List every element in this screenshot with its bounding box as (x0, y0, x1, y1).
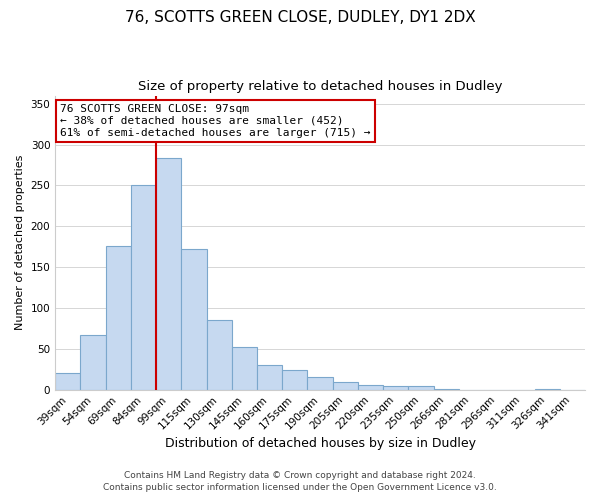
Bar (181, 249, 206, 390)
Bar (332, 382, 358, 390)
Bar (156, 158, 181, 390)
Text: 76, SCOTTS GREEN CLOSE, DUDLEY, DY1 2DX: 76, SCOTTS GREEN CLOSE, DUDLEY, DY1 2DX (125, 10, 475, 25)
Bar (55, 374, 80, 390)
X-axis label: Distribution of detached houses by size in Dudley: Distribution of detached houses by size … (164, 437, 476, 450)
Bar (257, 365, 282, 390)
Bar (80, 335, 106, 390)
Text: Contains HM Land Registry data © Crown copyright and database right 2024.
Contai: Contains HM Land Registry data © Crown c… (103, 471, 497, 492)
Title: Size of property relative to detached houses in Dudley: Size of property relative to detached ho… (138, 80, 502, 93)
Bar (232, 347, 257, 390)
Y-axis label: Number of detached properties: Number of detached properties (15, 155, 25, 330)
Bar (206, 320, 232, 390)
Bar (409, 386, 434, 390)
Bar (131, 186, 156, 390)
Bar (282, 370, 307, 390)
Bar (307, 376, 332, 390)
Bar (434, 389, 459, 390)
Text: 76 SCOTTS GREEN CLOSE: 97sqm
← 38% of detached houses are smaller (452)
61% of s: 76 SCOTTS GREEN CLOSE: 97sqm ← 38% of de… (61, 104, 371, 138)
Bar (383, 386, 409, 390)
Bar (358, 385, 383, 390)
Bar (106, 246, 131, 390)
Bar (535, 389, 560, 390)
